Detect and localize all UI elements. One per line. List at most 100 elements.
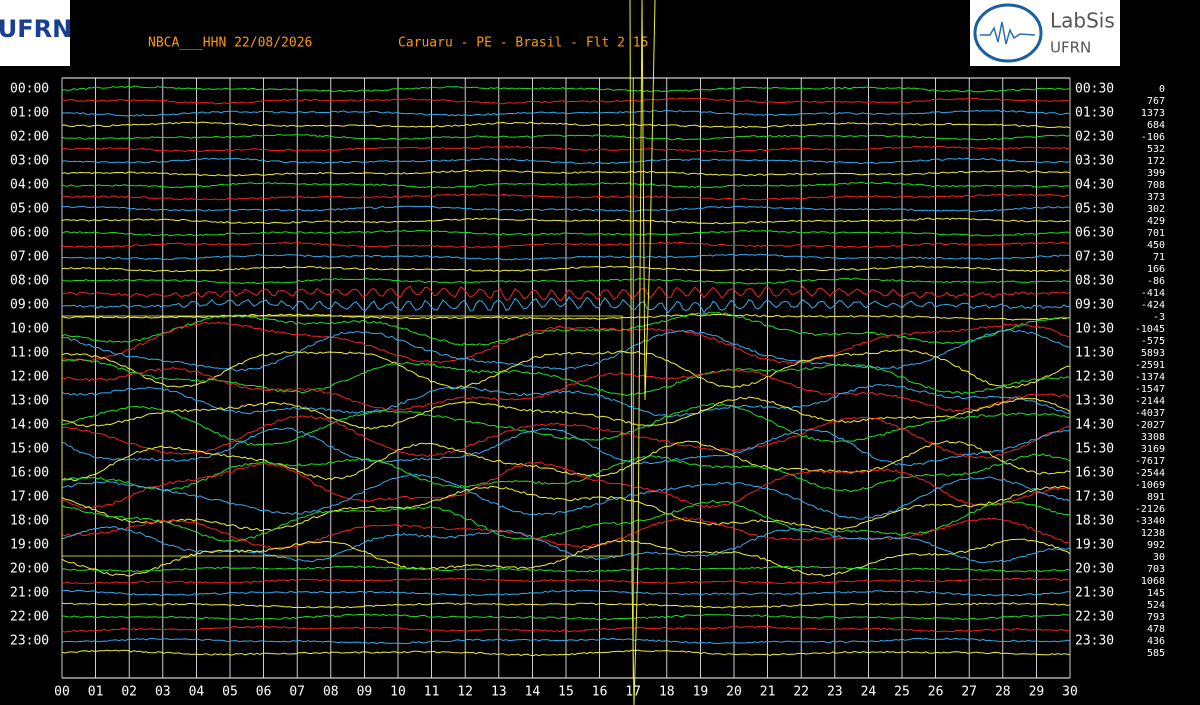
- trace: [61, 277, 1071, 285]
- x-tick-label: 18: [659, 685, 675, 700]
- highlight-box: [61, 315, 623, 557]
- offset-label: 436: [1147, 636, 1165, 647]
- offset-label: -2126: [1135, 504, 1165, 515]
- left-logo-box: [0, 0, 70, 66]
- trace: [61, 440, 1071, 482]
- x-tick-label: 04: [189, 685, 205, 700]
- offset-label: 1373: [1141, 108, 1165, 119]
- left-time-label: 17:00: [10, 490, 49, 505]
- offset-label: 166: [1147, 264, 1165, 275]
- trace: [61, 473, 1071, 520]
- x-tick-label: 22: [793, 685, 809, 700]
- left-time-label: 22:00: [10, 610, 49, 625]
- x-tick-label: 20: [726, 685, 742, 700]
- right-logo-title: LabSis: [1050, 9, 1115, 33]
- left-time-label: 18:00: [10, 514, 49, 529]
- left-time-label: 23:00: [10, 634, 49, 649]
- trace: [61, 157, 1071, 165]
- trace: [61, 367, 1071, 412]
- trace: [61, 499, 1071, 542]
- trace: [61, 265, 1071, 273]
- offset-label: 3308: [1141, 432, 1165, 443]
- right-time-label: 03:30: [1075, 154, 1114, 169]
- x-tick-label: 09: [357, 685, 373, 700]
- trace: [61, 538, 1071, 577]
- offset-label: 172: [1147, 156, 1165, 167]
- x-tick-label: 16: [592, 685, 608, 700]
- left-time-label: 02:00: [10, 130, 49, 145]
- right-time-label: 18:30: [1075, 514, 1114, 529]
- offset-label: 71: [1153, 252, 1165, 263]
- x-tick-label: 25: [894, 685, 910, 700]
- right-time-label: 23:30: [1075, 634, 1114, 649]
- offset-label: 3169: [1141, 444, 1165, 455]
- offset-label: 0: [1159, 84, 1165, 95]
- left-time-label: 21:00: [10, 586, 49, 601]
- trace: [61, 97, 1071, 105]
- right-time-label: 00:30: [1075, 82, 1114, 97]
- right-time-label: 07:30: [1075, 250, 1114, 265]
- trace: [61, 637, 1071, 645]
- x-tick-label: 26: [928, 685, 944, 700]
- trace: [62, 253, 1071, 261]
- trace: [61, 169, 1071, 177]
- right-time-label: 20:30: [1075, 562, 1114, 577]
- x-tick-label: 13: [491, 685, 507, 700]
- left-time-label: 15:00: [10, 442, 49, 457]
- offset-label: 703: [1147, 564, 1165, 575]
- trace: [61, 525, 1071, 564]
- x-tick-label: 24: [861, 685, 877, 700]
- trace: [61, 396, 1071, 430]
- trace: [61, 358, 1071, 397]
- left-time-label: 20:00: [10, 562, 49, 577]
- right-time-label: 04:30: [1075, 178, 1114, 193]
- trace: [61, 415, 1071, 459]
- offset-label: 399: [1147, 168, 1165, 179]
- trace: [61, 109, 1071, 117]
- offset-label: -2027: [1135, 420, 1165, 431]
- right-time-label: 19:30: [1075, 538, 1114, 553]
- right-time-label: 12:30: [1075, 370, 1114, 385]
- right-time-label: 05:30: [1075, 202, 1114, 217]
- trace: [61, 133, 1071, 141]
- offset-label: -424: [1141, 300, 1165, 311]
- trace: [61, 485, 1071, 532]
- right-time-label: 15:30: [1075, 442, 1114, 457]
- trace: [62, 193, 1071, 201]
- left-time-label: 00:00: [10, 82, 49, 97]
- left-time-label: 09:00: [10, 298, 49, 313]
- offset-label: 891: [1147, 492, 1165, 503]
- right-time-label: 10:30: [1075, 322, 1114, 337]
- right-logo-ring: [973, 3, 1043, 63]
- offset-label: 450: [1147, 240, 1165, 251]
- offset-label: 793: [1147, 612, 1165, 623]
- trace: [61, 321, 1071, 364]
- offset-label: 373: [1147, 192, 1165, 203]
- x-tick-label: 08: [323, 685, 339, 700]
- right-time-label: 21:30: [1075, 586, 1114, 601]
- event-spike: [629, 0, 656, 705]
- offset-label: -2544: [1135, 468, 1165, 479]
- right-time-label: 09:30: [1075, 298, 1114, 313]
- left-time-label: 01:00: [10, 106, 49, 121]
- trace: [61, 649, 1071, 657]
- trace: [61, 577, 1070, 585]
- trace: [61, 217, 1071, 225]
- right-logo-wave: [980, 21, 1036, 45]
- right-time-label: 16:30: [1075, 466, 1114, 481]
- trace: [61, 589, 1071, 597]
- x-tick-label: 19: [693, 685, 709, 700]
- x-tick-label: 15: [558, 685, 574, 700]
- offset-label: -106: [1141, 132, 1165, 143]
- offset-label: 708: [1147, 180, 1165, 191]
- left-time-label: 07:00: [10, 250, 49, 265]
- trace: [61, 205, 1071, 213]
- left-time-label: 05:00: [10, 202, 49, 217]
- left-time-label: 11:00: [10, 346, 49, 361]
- offset-label: -1045: [1135, 324, 1165, 335]
- right-time-label: 13:30: [1075, 394, 1114, 409]
- trace: [61, 241, 1071, 249]
- offset-label: 701: [1147, 228, 1165, 239]
